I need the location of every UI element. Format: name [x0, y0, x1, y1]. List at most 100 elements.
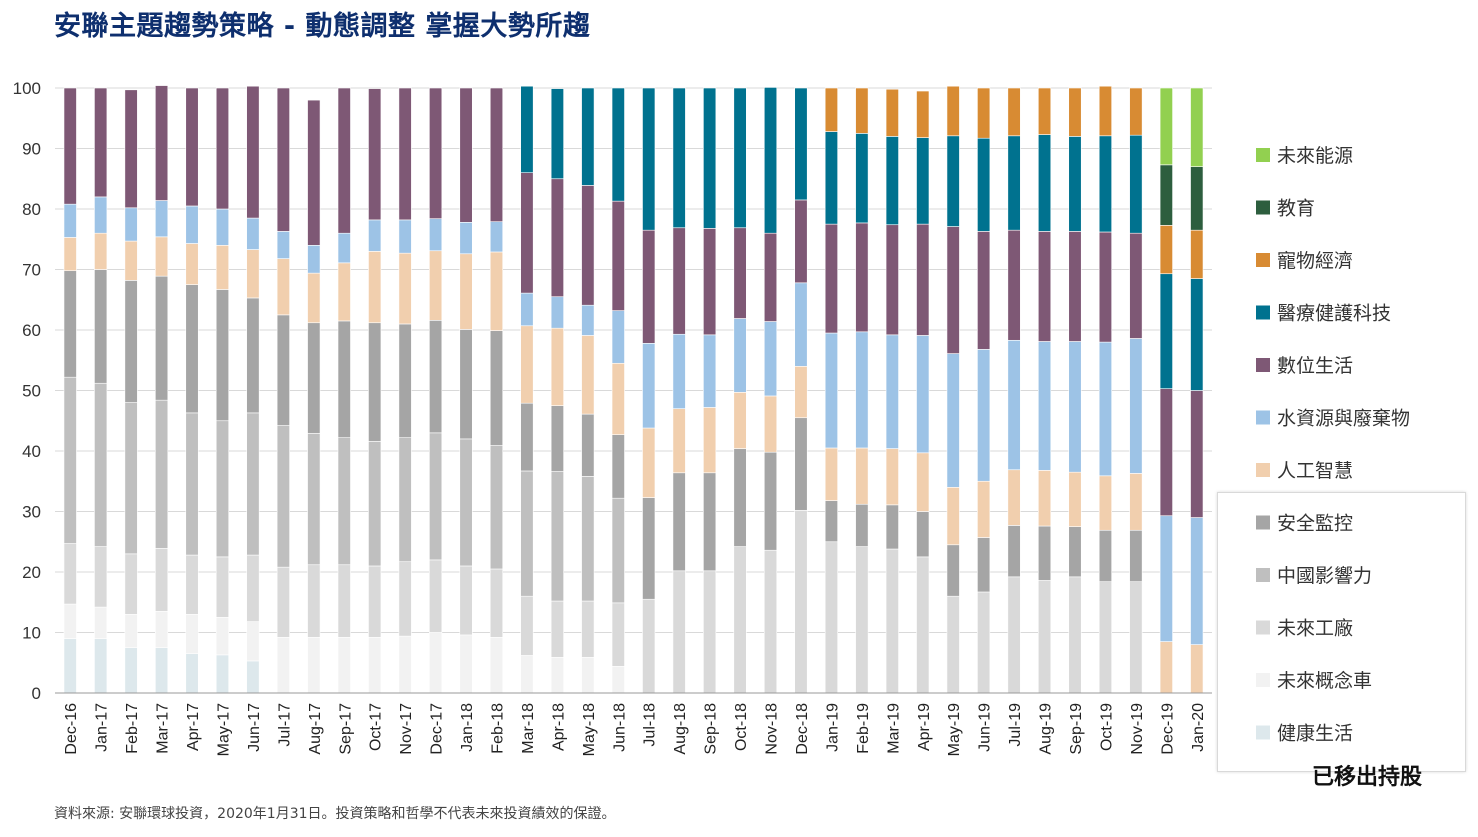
bar-segment: [63, 603, 77, 639]
legend-swatch: [1256, 410, 1270, 425]
x-tick-label: Nov-18: [764, 703, 781, 755]
bar-segment: [520, 325, 534, 404]
bar-segment: [368, 88, 382, 221]
legend-label: 人工智慧: [1277, 460, 1353, 482]
bar-segment: [763, 549, 778, 694]
bar-segment: [63, 270, 77, 378]
bar-segment: [550, 471, 564, 602]
bar-segment: [94, 87, 108, 198]
bar-segment: [185, 87, 199, 207]
bar-segment: [1068, 87, 1082, 137]
bar-segment: [459, 565, 473, 636]
bar-segment: [977, 87, 991, 139]
bar-segment: [794, 417, 808, 511]
bar-segment: [124, 280, 138, 403]
bar-segment: [307, 99, 321, 246]
bar-segment: [1037, 87, 1052, 135]
bar-segment: [916, 511, 930, 558]
bar-segment: [215, 245, 230, 290]
bar-segment: [733, 87, 747, 229]
bar-segment: [550, 405, 564, 472]
bar-segment: [1098, 529, 1112, 582]
bar-segment: [489, 87, 504, 223]
bar-segment: [63, 376, 77, 544]
bar-segment: [1098, 231, 1112, 343]
bar-segment: [672, 570, 686, 694]
bar-segment: [155, 236, 169, 277]
bar-segment: [307, 272, 321, 324]
y-tick-label: 70: [22, 261, 41, 280]
bar-segment: [946, 353, 960, 488]
bar-segment: [1159, 388, 1173, 517]
bar-segment: [459, 634, 473, 694]
bar-segment: [1190, 390, 1204, 518]
legend-label: 未來能源: [1277, 145, 1353, 167]
y-tick-label: 50: [22, 382, 41, 401]
bar-segment: [703, 87, 717, 229]
bar-segment: [642, 343, 656, 429]
x-tick-label: Dec-16: [63, 703, 80, 755]
bar-segment: [733, 227, 747, 319]
bar-segment: [916, 137, 930, 225]
bar-segment: [1159, 641, 1173, 694]
bar-segment: [916, 223, 930, 336]
bar-segment: [1037, 470, 1052, 527]
bar-segment: [1129, 338, 1143, 474]
bar-segment: [611, 87, 625, 202]
chart-title: 安聯主題趨勢策略 - 動態調整 掌握大勢所趨: [54, 11, 591, 42]
bar-segment: [459, 253, 473, 330]
source-footnote: 資料來源: 安聯環球投資，2020年1月31日。投資策略和哲學不代表未來投資績效…: [54, 806, 616, 822]
legend-label: 教育: [1277, 198, 1315, 220]
bar-segment: [581, 657, 595, 694]
bar-segment: [1129, 232, 1143, 339]
x-axis: Dec-16 Jan-17 Feb-17 Mar-17 Apr-17 May-17 Jun-…: [55, 692, 1212, 756]
bar-segment: [155, 399, 169, 549]
bar-segment: [215, 289, 230, 422]
bar-segment: [368, 322, 382, 442]
bar-segment: [794, 199, 808, 284]
bar-segment: [124, 89, 138, 209]
bar-segment: [398, 87, 412, 221]
bar-segment: [1068, 471, 1082, 527]
bar-segment: [215, 617, 230, 656]
bar-segment: [977, 349, 991, 482]
bar-segment: [824, 87, 838, 132]
bar-segment: [885, 448, 899, 506]
bar-segment: [1037, 231, 1052, 342]
legend-swatch: [1256, 305, 1270, 320]
bar-segment: [1129, 529, 1143, 582]
y-tick-label: 20: [22, 563, 41, 582]
bar-segment: [94, 606, 108, 639]
bar-segment: [520, 470, 534, 597]
bar-segment: [368, 637, 382, 694]
bar-segment: [946, 544, 960, 597]
bar-segment: [611, 602, 625, 667]
bar-segment: [1129, 473, 1143, 531]
bar-segment: [763, 451, 778, 551]
bar-segment: [337, 437, 351, 566]
bar-segment: [1159, 87, 1173, 166]
bar-segment: [550, 657, 564, 694]
bar-segment: [885, 224, 899, 336]
bar-segment: [337, 564, 351, 638]
bar-segment: [429, 432, 443, 561]
bar-segment: [1129, 134, 1143, 234]
bar-segment: [429, 559, 443, 633]
bar-segment: [459, 438, 473, 567]
y-axis-ticks: 0 10 20 30 40 50 60 70 80 90 100: [13, 79, 41, 703]
bar-segment: [520, 172, 534, 294]
bar-segment: [246, 554, 260, 622]
bar-segment: [307, 637, 321, 694]
bar-segment: [794, 365, 808, 419]
y-tick-label: 0: [32, 684, 41, 703]
bar-segment: [1007, 339, 1021, 471]
bar-segment: [672, 472, 686, 572]
bar-segment: [550, 327, 564, 406]
bar-segment: [368, 441, 382, 567]
bar-segment: [611, 362, 625, 435]
x-tick-label: Sep-19: [1068, 703, 1085, 755]
bar-segment: [642, 497, 656, 600]
bar-segment: [1190, 644, 1204, 694]
bar-segment: [611, 666, 625, 694]
bar-segment: [307, 564, 321, 638]
